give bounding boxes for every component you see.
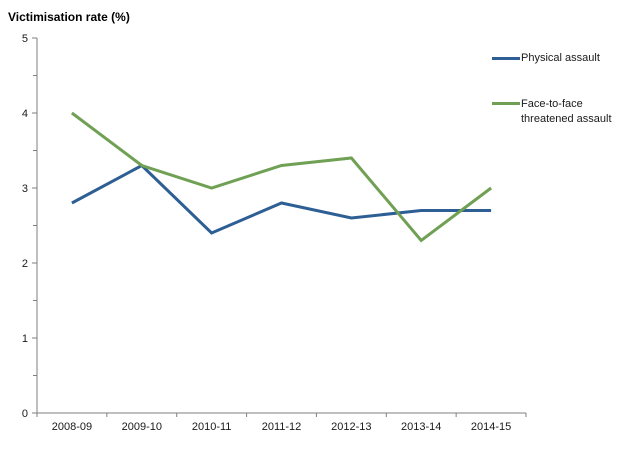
y-tick-label: 1 — [22, 333, 28, 345]
legend-item-face-to-face-threatened-assault: Face-to-face threatened assault — [492, 97, 625, 127]
y-tick-label: 3 — [22, 183, 28, 195]
legend-label-face-to-face-threatened-assault: Face-to-face threatened assault — [521, 98, 612, 125]
y-tick-label: 2 — [22, 258, 28, 270]
x-tick-label-2013-14: 2013-14 — [401, 421, 441, 433]
x-tick-label-2010-11: 2010-11 — [192, 421, 232, 433]
x-tick-label-2011-12: 2011-12 — [262, 421, 302, 433]
y-tick-label: 5 — [22, 33, 28, 45]
y-tick-label: 4 — [22, 108, 28, 120]
legend-item-physical-assault: Physical assault — [492, 52, 625, 65]
chart-title: Victimisation rate (%) — [8, 10, 130, 24]
x-tick-label-2008-09: 2008-09 — [52, 421, 92, 433]
legend-swatch-face-to-face-threatened-assault — [492, 102, 520, 105]
legend-swatch-physical-assault — [492, 57, 520, 60]
series-line-physical-assault — [71, 163, 492, 235]
x-tick-label-2014-15: 2014-15 — [471, 421, 511, 433]
legend-label-physical-assault: Physical assault — [521, 52, 600, 64]
x-tick-label-2012-13: 2012-13 — [331, 421, 371, 433]
y-tick-label: 0 — [22, 408, 28, 420]
x-tick-label-2009-10: 2009-10 — [122, 421, 162, 433]
series-line-face-to-face-threatened-assault — [70, 111, 493, 243]
